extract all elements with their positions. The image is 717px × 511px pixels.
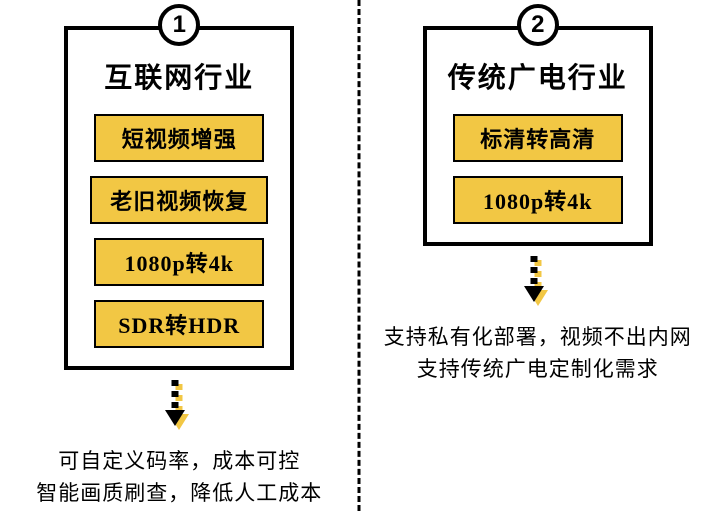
- column-left: 1 互联网行业 短视频增强 老旧视频恢复 1080p转4k SDR转HDR 可自…: [0, 0, 359, 511]
- card-broadcast: 传统广电行业 标清转高清 1080p转4k: [423, 26, 653, 246]
- caption-right: 支持私有化部署，视频不出内网 支持传统广电定制化需求: [384, 322, 692, 385]
- pill-1080p-4k-a: 1080p转4k: [94, 238, 264, 286]
- column-right: 2 传统广电行业 标清转高清 1080p转4k 支持私有化部署，视频不出内网 支…: [359, 0, 717, 511]
- arrow-right: [518, 256, 558, 316]
- pill-short-video: 短视频增强: [94, 114, 264, 162]
- column-divider: [357, 0, 360, 511]
- pill-sdr-hdr: SDR转HDR: [94, 300, 264, 348]
- pill-old-video: 老旧视频恢复: [90, 176, 268, 224]
- infographic-root: 1 互联网行业 短视频增强 老旧视频恢复 1080p转4k SDR转HDR 可自…: [0, 0, 717, 511]
- badge-2: 2: [517, 4, 559, 46]
- arrow-left: [159, 380, 199, 440]
- pill-1080p-4k-b: 1080p转4k: [453, 176, 623, 224]
- caption-left: 可自定义码率，成本可控 智能画质刷查，降低人工成本: [36, 446, 322, 509]
- card-internet: 互联网行业 短视频增强 老旧视频恢复 1080p转4k SDR转HDR: [64, 26, 294, 370]
- card-title-broadcast: 传统广电行业: [448, 56, 628, 96]
- badge-1: 1: [158, 4, 200, 46]
- pill-sd-hd: 标清转高清: [453, 114, 623, 162]
- card-title-internet: 互联网行业: [104, 56, 254, 96]
